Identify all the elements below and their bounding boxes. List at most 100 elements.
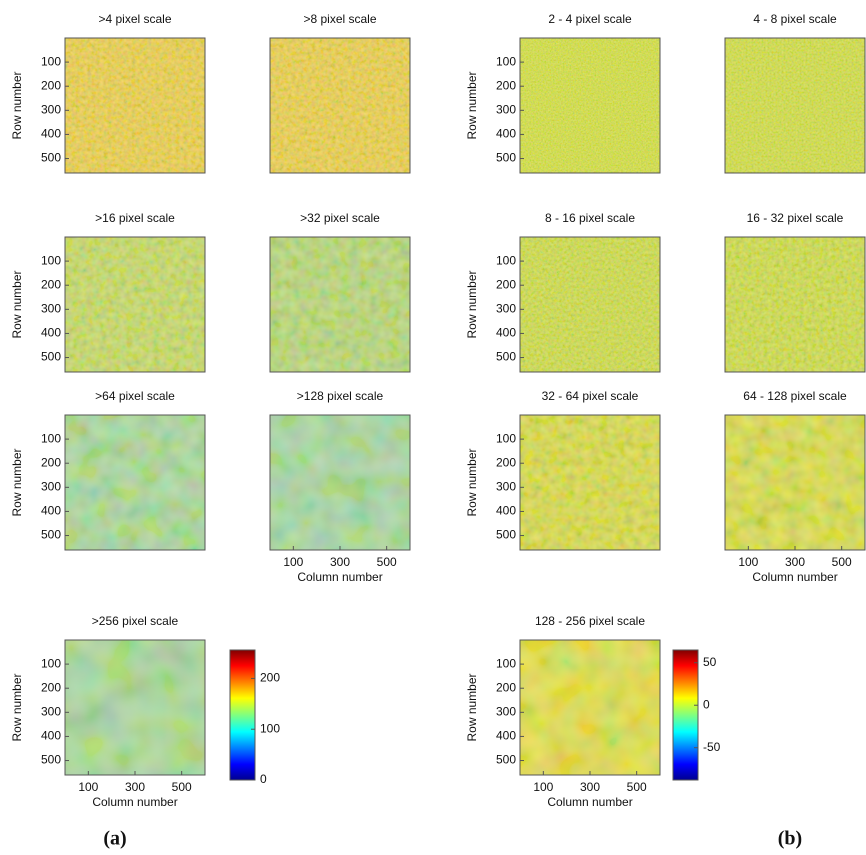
x-tick-label: 100 — [283, 555, 303, 569]
y-tick-label: 400 — [496, 326, 516, 340]
frame — [64, 414, 206, 551]
x-tick-label: 300 — [330, 555, 350, 569]
x-tick-label: 500 — [172, 780, 192, 794]
heatmap-texture — [65, 237, 205, 372]
y-tick-label: 100 — [41, 253, 61, 267]
x-tick-label: 500 — [627, 780, 647, 794]
panel-title: >32 pixel scale — [300, 211, 380, 225]
y-axis-label: Row number — [465, 270, 479, 338]
colorbar-tick-label: 200 — [260, 671, 280, 685]
frame — [519, 414, 661, 551]
y-tick-label: 500 — [496, 350, 516, 364]
y-tick-label: 100 — [41, 54, 61, 68]
y-tick-label: 100 — [496, 253, 516, 267]
x-tick-label: 100 — [78, 780, 98, 794]
y-tick-label: 300 — [496, 102, 516, 116]
y-tick-label: 300 — [496, 479, 516, 493]
x-axis-label: Column number — [297, 570, 382, 584]
y-tick-label: 100 — [496, 54, 516, 68]
y-tick-label: 500 — [496, 528, 516, 542]
y-tick-label: 500 — [496, 753, 516, 767]
frame — [64, 236, 206, 373]
panel-title: >256 pixel scale — [92, 614, 179, 628]
heatmap-texture — [520, 640, 660, 775]
y-tick-label: 200 — [41, 680, 61, 694]
x-tick-label: 500 — [832, 555, 852, 569]
y-axis-label: Row number — [10, 448, 24, 516]
y-tick-label: 200 — [496, 78, 516, 92]
colorbar-tick-label: 0 — [703, 697, 710, 711]
panel-title: 8 - 16 pixel scale — [545, 211, 635, 225]
y-axis-label: Row number — [465, 673, 479, 741]
heatmap-texture — [520, 415, 660, 550]
y-tick-label: 100 — [41, 656, 61, 670]
heatmap-texture — [270, 237, 410, 372]
panel-title: 128 - 256 pixel scale — [535, 614, 645, 628]
y-tick-label: 500 — [41, 753, 61, 767]
frame — [519, 37, 661, 174]
y-tick-label: 500 — [41, 528, 61, 542]
y-tick-label: 300 — [41, 704, 61, 718]
colorbar-tick-label: 50 — [703, 655, 717, 669]
y-tick-label: 400 — [496, 127, 516, 141]
y-axis-label: Row number — [10, 673, 24, 741]
panel-title: 2 - 4 pixel scale — [548, 12, 632, 26]
colorbar-tick-label: -50 — [703, 740, 721, 754]
y-tick-label: 400 — [41, 127, 61, 141]
y-axis-label: Row number — [465, 448, 479, 516]
panel-title: >8 pixel scale — [303, 12, 376, 26]
y-tick-label: 500 — [41, 350, 61, 364]
y-axis-label: Row number — [10, 71, 24, 139]
panel-title: >4 pixel scale — [98, 12, 171, 26]
x-tick-label: 300 — [580, 780, 600, 794]
panel-title: >128 pixel scale — [297, 389, 384, 403]
x-tick-label: 100 — [738, 555, 758, 569]
frame — [64, 37, 206, 174]
y-tick-label: 300 — [41, 102, 61, 116]
heatmap-texture — [520, 237, 660, 372]
panel-label: (b) — [778, 828, 802, 850]
frame — [269, 236, 411, 373]
heatmap-texture — [270, 415, 410, 550]
colorbar-tick-label: 100 — [260, 721, 280, 735]
x-tick-label: 300 — [785, 555, 805, 569]
y-tick-label: 200 — [496, 455, 516, 469]
panel-title: 16 - 32 pixel scale — [747, 211, 844, 225]
y-tick-label: 400 — [496, 729, 516, 743]
y-tick-label: 400 — [41, 504, 61, 518]
y-tick-label: 300 — [41, 301, 61, 315]
x-tick-label: 300 — [125, 780, 145, 794]
heatmap-texture — [725, 415, 865, 550]
panel-label: (a) — [103, 828, 126, 850]
y-tick-label: 100 — [496, 431, 516, 445]
y-tick-label: 500 — [496, 151, 516, 165]
frame — [519, 236, 661, 373]
y-tick-label: 300 — [496, 301, 516, 315]
frame — [724, 37, 866, 174]
y-tick-label: 100 — [496, 656, 516, 670]
colorbar — [672, 649, 699, 781]
x-tick-label: 500 — [377, 555, 397, 569]
y-tick-label: 400 — [496, 504, 516, 518]
y-tick-label: 500 — [41, 151, 61, 165]
panel-title: >16 pixel scale — [95, 211, 175, 225]
heatmap-texture — [725, 38, 865, 173]
y-tick-label: 200 — [41, 455, 61, 469]
colorbar — [229, 649, 256, 781]
y-tick-label: 200 — [41, 277, 61, 291]
heatmap-texture — [725, 237, 865, 372]
panel-title: 32 - 64 pixel scale — [542, 389, 639, 403]
y-tick-label: 200 — [41, 78, 61, 92]
frame — [724, 236, 866, 373]
y-tick-label: 300 — [496, 704, 516, 718]
panel-title: 64 - 128 pixel scale — [743, 389, 847, 403]
x-axis-label: Column number — [547, 795, 632, 809]
heatmap-texture — [65, 415, 205, 550]
heatmap-texture — [65, 38, 205, 173]
y-tick-label: 200 — [496, 277, 516, 291]
x-tick-label: 100 — [533, 780, 553, 794]
heatmap-texture — [270, 38, 410, 173]
y-tick-label: 400 — [41, 326, 61, 340]
x-axis-label: Column number — [752, 570, 837, 584]
